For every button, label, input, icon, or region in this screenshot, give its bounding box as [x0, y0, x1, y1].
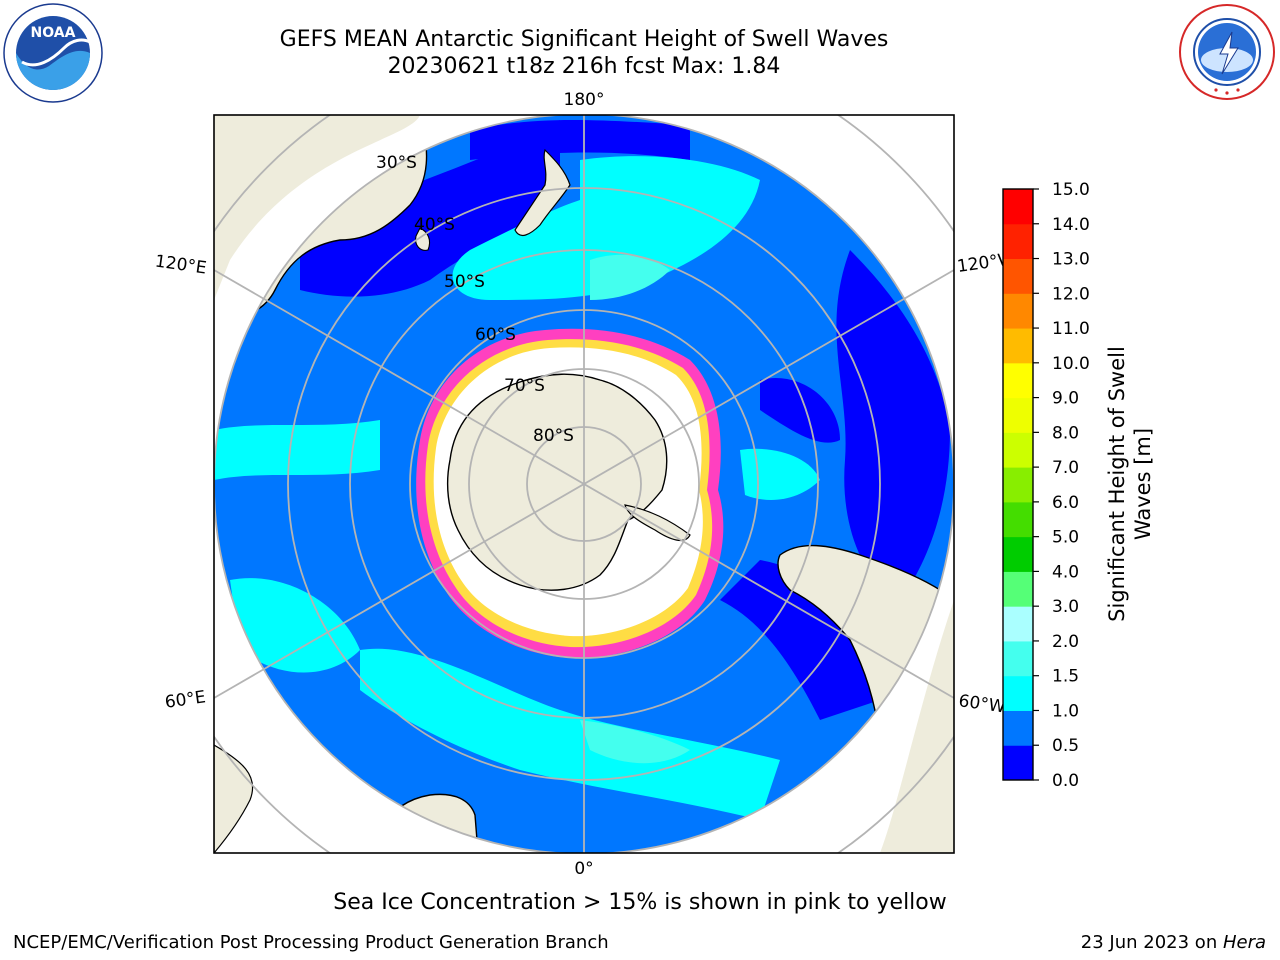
colorbar-tick-label: 9.0 [1052, 389, 1079, 409]
colorbar: 0.0 0.5 1.0 1.5 2.0 3.0 4.0 5.0 6.0 7.0 8.0 9.0 10.0… [1003, 180, 1090, 791]
lat-label-50s: 50°S [444, 272, 485, 292]
colorbar-segment [1003, 571, 1033, 607]
colorbar-frame [1002, 188, 1034, 781]
swell-band-0.0-0.5-patagonia [720, 560, 880, 720]
lon-label-0: 0° [574, 859, 593, 879]
swell-band-1.5-2.0-atlantic [580, 720, 690, 764]
colorbar-label-line1: Significant Height of Swell [1105, 346, 1129, 622]
map-subtitle: 20230621 t18z 216h fcst Max: 1.84 [387, 54, 781, 79]
date-prefix: 23 Jun 2023 on [1080, 932, 1223, 953]
colorbar-tick-label: 6.0 [1052, 493, 1079, 513]
colorbar-tick-label: 8.0 [1052, 423, 1079, 443]
colorbar-segment [1003, 189, 1033, 225]
outer-land-se [880, 600, 954, 853]
colorbar-segment [1003, 328, 1033, 364]
antarctic-peninsula [624, 504, 691, 542]
colorbar-segment [1003, 467, 1033, 503]
colorbar-segment [1003, 640, 1033, 677]
outer-land-nw [214, 115, 420, 300]
lat-label-40s: 40°S [414, 215, 455, 235]
colorbar-tick-label: 0.5 [1052, 736, 1079, 756]
colorbar-segment [1003, 606, 1033, 642]
lon-label-60w: 60°W [957, 691, 1006, 717]
colorbar-tick-label: 11.0 [1052, 319, 1090, 339]
colorbar-segment [1003, 258, 1033, 294]
swell-band-1.0-1.5-indian-south [230, 578, 360, 673]
lat-label-60s: 60°S [475, 325, 516, 345]
colorbar-tick-label: 7.0 [1052, 458, 1079, 478]
colorbar-tick-label: 1.5 [1052, 667, 1079, 687]
colorbar-tick-label: 4.0 [1052, 562, 1079, 582]
graticule [214, 115, 954, 853]
colorbar-tick-label: 13.0 [1052, 250, 1090, 270]
colorbar-tick-label: 3.0 [1052, 597, 1079, 617]
map-frame [213, 114, 955, 854]
colorbar-segment [1003, 501, 1033, 538]
map-title: GEFS MEAN Antarctic Significant Height o… [279, 27, 889, 52]
colorbar-tick-label: 0.0 [1052, 771, 1079, 791]
lon-label-60e: 60°E [164, 687, 207, 712]
colorbar-tick-label: 15.0 [1052, 180, 1090, 200]
date-line: 23 Jun 2023 on Hera [1081, 932, 1266, 953]
colorbar-tick-label: 12.0 [1052, 284, 1090, 304]
nws-logo-icon [1179, 4, 1275, 100]
lat-label-80s: 80°S [533, 426, 574, 446]
new-zealand-land [514, 148, 571, 237]
colorbar-segment [1003, 432, 1033, 468]
credit-line: NCEP/EMC/Verification Post Processing Pr… [13, 932, 609, 953]
colorbar-segment [1003, 397, 1033, 433]
colorbar-tick-label: 14.0 [1052, 215, 1090, 235]
colorbar-label-line2: Waves [m] [1131, 428, 1155, 540]
colorbar-segment [1003, 710, 1033, 746]
swell-band-1.5-2.0-pacific [590, 254, 670, 300]
noaa-logo-icon: NOAA [3, 3, 103, 103]
swell-band-0.0-0.5-north [470, 120, 690, 160]
noaa-logo-text: NOAA [31, 25, 76, 41]
swell-band-0.0-0.5-east [836, 250, 950, 600]
machine-name: Hera [1222, 932, 1266, 953]
lon-label-180: 180° [564, 90, 605, 110]
swell-band-0.0-0.5-pacific [760, 378, 840, 443]
colorbar-segment [1003, 293, 1033, 329]
colorbar-tick-label: 1.0 [1052, 701, 1079, 721]
colorbar-segment [1003, 362, 1033, 399]
lon-label-120e: 120°E [154, 252, 208, 279]
colorbar-segment [1003, 223, 1033, 260]
lat-label-30s: 30°S [376, 153, 417, 173]
swell-band-1.0-1.5-atlantic [360, 648, 780, 820]
swell-band-1.0-1.5-indian-west [214, 420, 380, 480]
colorbar-segment [1003, 536, 1033, 572]
lat-label-70s: 70°S [504, 376, 545, 396]
colorbar-segment [1003, 745, 1033, 781]
swell-band-1.0-1.5-pacific [452, 156, 760, 300]
colorbar-tick-label: 10.0 [1052, 354, 1090, 374]
swell-band-0.0-0.5-tasman [300, 120, 560, 297]
colorbar-tick-label: 2.0 [1052, 632, 1079, 652]
colorbar-tick-label: 5.0 [1052, 528, 1079, 548]
sea-ice-note: Sea Ice Concentration > 15% is shown in … [333, 890, 947, 915]
outer-land-sw [214, 744, 254, 853]
swell-band-1.0-1.5-drake [740, 448, 820, 500]
colorbar-segment [1003, 675, 1033, 711]
